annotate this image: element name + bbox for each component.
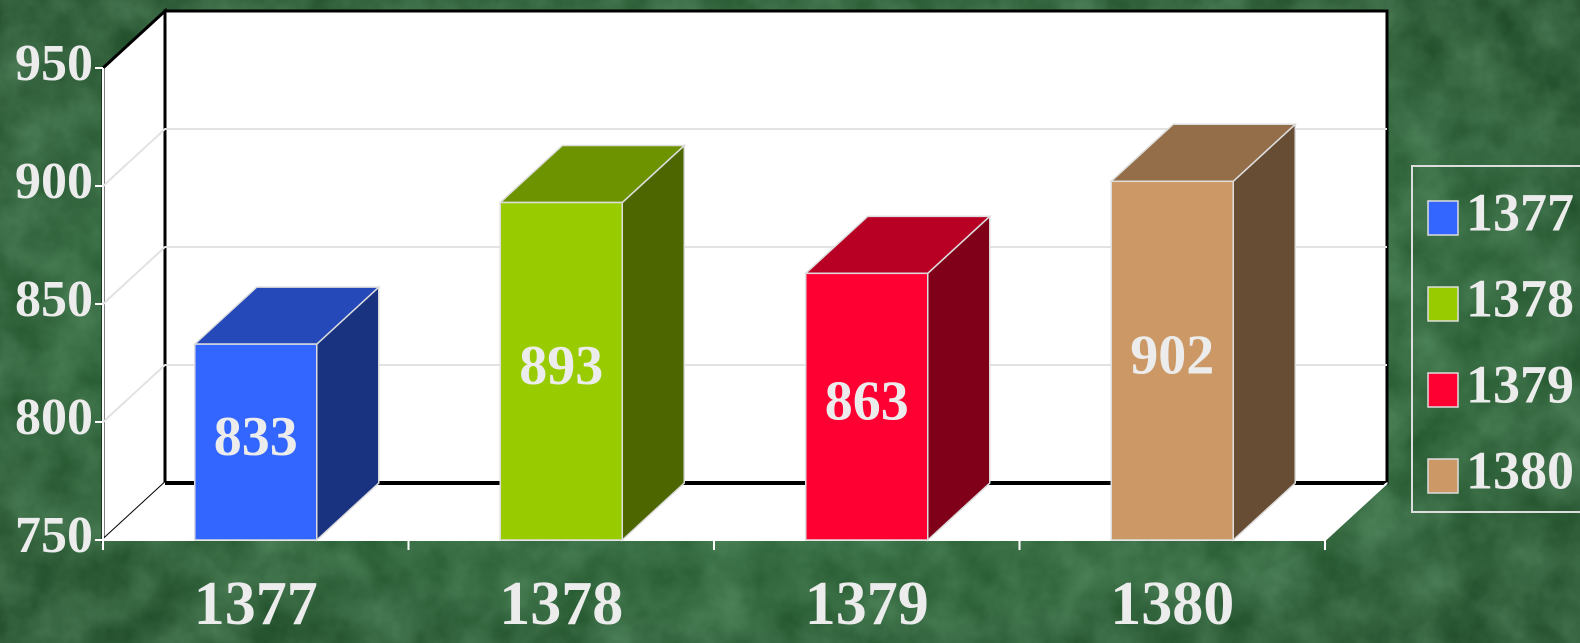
data-label: 893 bbox=[519, 335, 603, 397]
x-tick-label: 1378 bbox=[499, 570, 623, 638]
legend-swatch bbox=[1427, 458, 1459, 494]
bar bbox=[499, 201, 623, 541]
legend-box bbox=[1411, 165, 1580, 513]
grid-line bbox=[102, 128, 1387, 187]
data-label: 902 bbox=[1130, 324, 1214, 386]
legend-swatch bbox=[1427, 372, 1459, 408]
bar-side bbox=[1232, 122, 1296, 542]
legend-swatch bbox=[1427, 200, 1459, 236]
y-tick-label: 950 bbox=[15, 35, 93, 92]
x-tick-label: 1377 bbox=[194, 570, 318, 638]
bar bbox=[1110, 180, 1234, 541]
x-tick-label: 1379 bbox=[805, 570, 929, 638]
legend-label: 1379 bbox=[1466, 354, 1574, 414]
y-tick-label: 850 bbox=[15, 271, 93, 328]
data-label: 863 bbox=[825, 371, 909, 433]
legend-label: 1380 bbox=[1466, 440, 1574, 500]
bar bbox=[194, 343, 318, 541]
data-label: 833 bbox=[214, 406, 298, 468]
bar-side bbox=[621, 143, 685, 542]
floor-right-edge bbox=[1324, 482, 1388, 541]
x-tick-label: 1380 bbox=[1110, 570, 1234, 638]
legend-label: 1377 bbox=[1466, 182, 1574, 242]
y-tick-label: 800 bbox=[15, 389, 93, 446]
y-tick-label: 750 bbox=[15, 507, 93, 564]
legend-label: 1378 bbox=[1466, 268, 1574, 328]
bar bbox=[805, 272, 929, 541]
y-tick-label: 900 bbox=[15, 153, 93, 210]
legend-swatch bbox=[1427, 286, 1459, 322]
